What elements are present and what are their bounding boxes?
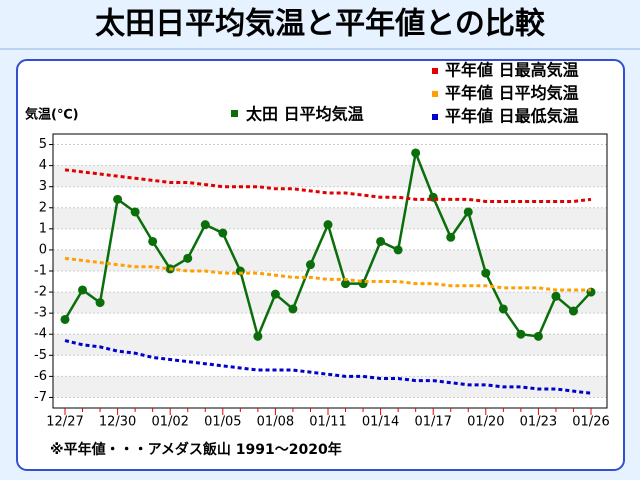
point	[305, 260, 315, 270]
y-tick-label: 0	[39, 242, 47, 257]
grid-band	[53, 249, 607, 271]
grid-band	[53, 165, 607, 187]
point	[568, 306, 578, 316]
y-tick-label: -5	[34, 348, 47, 363]
legend-swatch	[432, 68, 438, 74]
point	[411, 148, 421, 158]
point	[498, 304, 508, 314]
x-tick-label: 01/20	[467, 415, 504, 430]
point	[148, 236, 158, 246]
point	[60, 314, 70, 324]
point	[218, 228, 228, 238]
point	[200, 220, 210, 230]
x-tick-label: 01/14	[362, 415, 399, 430]
x-tick-label: 01/26	[572, 415, 609, 430]
x-tick-label: 01/23	[520, 415, 557, 430]
grid-band	[53, 334, 607, 356]
legend-label: 平年値 日平均気温	[445, 84, 579, 103]
y-axis-label: 気温(℃)	[25, 107, 79, 123]
y-tick-label: 3	[39, 179, 47, 194]
x-tick-label: 01/11	[309, 415, 346, 430]
point	[130, 207, 140, 217]
legend-swatch	[432, 91, 438, 97]
point	[393, 245, 403, 255]
plot-frame	[52, 133, 608, 409]
legend-swatch	[231, 110, 238, 117]
point	[78, 285, 88, 295]
series-line	[64, 339, 592, 395]
point	[533, 331, 543, 341]
point	[288, 304, 298, 314]
y-tick-label: -7	[34, 390, 47, 405]
y-tick-label: -4	[34, 327, 47, 342]
y-tick-label: 5	[39, 137, 47, 152]
chart-title: 太田日平均気温と平年値との比較	[95, 7, 546, 42]
point	[95, 298, 105, 308]
legend-label: 平年値 日最高気温	[445, 61, 579, 80]
y-tick-label: 1	[39, 221, 47, 236]
footnote: ※平年値・・・アメダス飯山 1991〜2020年	[50, 441, 342, 458]
point	[113, 194, 123, 204]
point	[376, 236, 386, 246]
grid-band	[53, 292, 607, 314]
legend-swatch	[432, 114, 438, 120]
point	[341, 279, 351, 289]
y-tick-label: -3	[34, 306, 47, 321]
point	[446, 232, 456, 242]
point	[323, 220, 333, 230]
point	[270, 289, 280, 299]
y-tick-label: -2	[34, 285, 47, 300]
x-tick-label: 01/17	[414, 415, 451, 430]
legend-label: 太田 日平均気温	[245, 105, 364, 124]
y-tick-label: 4	[39, 158, 47, 173]
x-tick-label: 01/08	[257, 415, 294, 430]
y-tick-label: 2	[39, 200, 47, 215]
x-tick-label: 01/05	[204, 415, 241, 430]
x-tick-label: 01/02	[151, 415, 188, 430]
point	[481, 268, 491, 278]
point	[516, 329, 526, 339]
y-tick-label: -1	[34, 264, 47, 279]
x-tick-label: 12/27	[46, 415, 83, 430]
point	[551, 291, 561, 301]
legend-label: 平年値 日最低気温	[445, 107, 579, 126]
point	[463, 207, 473, 217]
point	[183, 253, 193, 263]
y-tick-label: -6	[34, 369, 47, 384]
point	[253, 331, 263, 341]
x-tick-label: 12/30	[99, 415, 136, 430]
grid-band	[53, 376, 607, 398]
